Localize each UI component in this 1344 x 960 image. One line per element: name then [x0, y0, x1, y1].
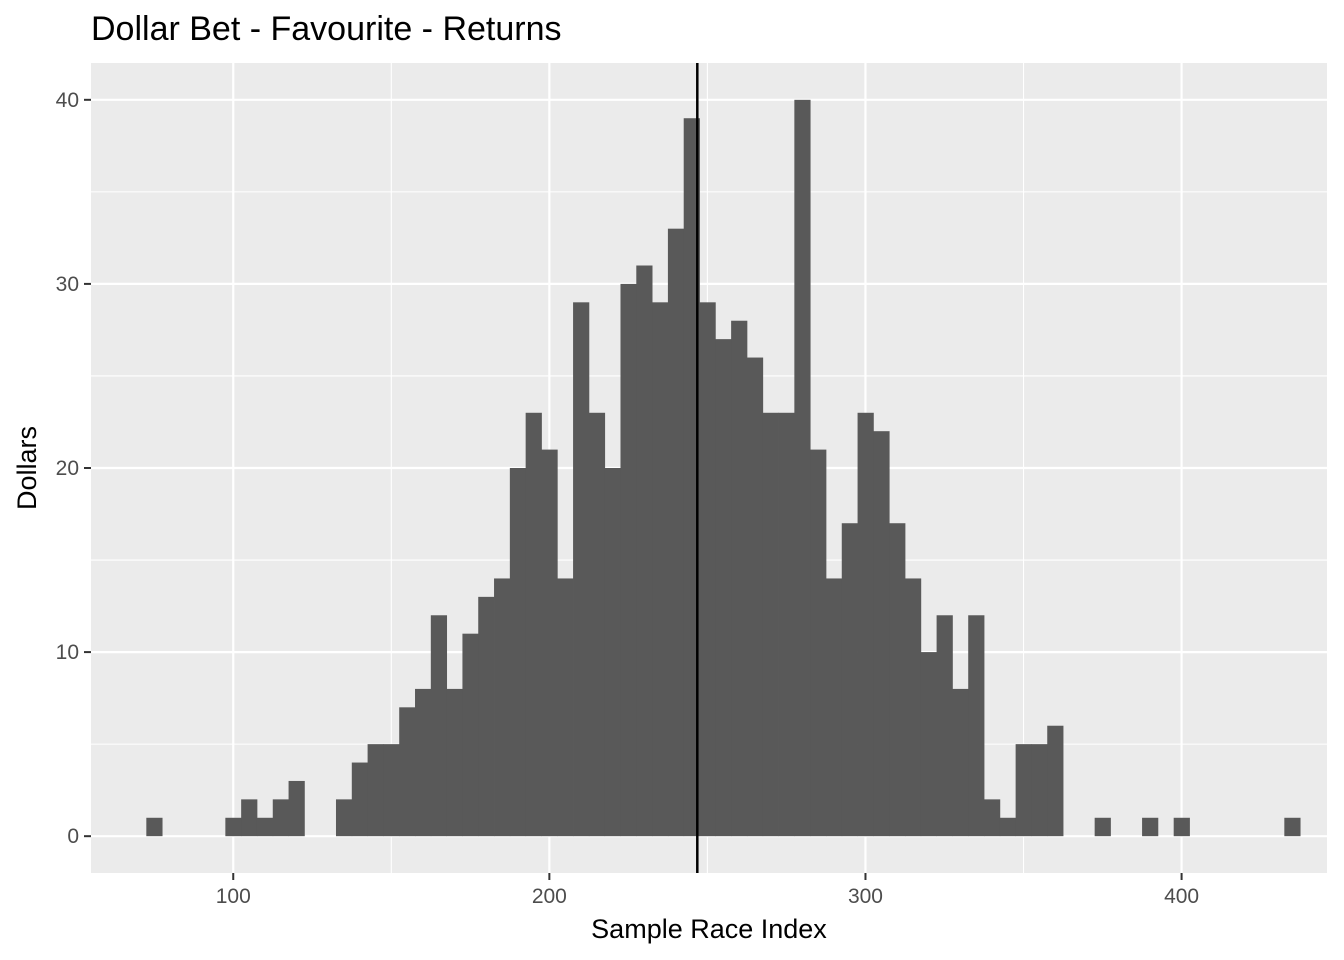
histogram-bar [620, 283, 637, 837]
histogram-bar [825, 578, 843, 837]
x-tick-label: 400 [1164, 885, 1199, 908]
histogram-bar [841, 523, 858, 837]
x-axis: 100 200 300 400 [216, 873, 1199, 908]
histogram-bar [1284, 817, 1301, 837]
histogram-bar [1173, 817, 1190, 837]
chart-title: Dollar Bet - Favourite - Returns [91, 10, 562, 48]
histogram-bar [778, 412, 795, 837]
histogram-bar [1094, 817, 1111, 837]
histogram-bar [952, 688, 969, 837]
histogram-bar [636, 265, 653, 837]
y-tick-label: 30 [56, 273, 79, 296]
histogram-bar [573, 302, 590, 837]
histogram-bar [873, 431, 890, 837]
histogram-bar [351, 762, 368, 837]
histogram-bar [241, 799, 258, 837]
histogram-bar [399, 707, 416, 837]
y-tick-label: 20 [56, 457, 79, 480]
histogram-bar [715, 339, 732, 837]
histogram-bar [794, 99, 811, 837]
histogram-bar [478, 596, 495, 837]
histogram-bar [272, 799, 289, 837]
histogram-bar [494, 578, 511, 837]
histogram-bar [256, 817, 274, 837]
histogram-bar [999, 817, 1017, 837]
y-tick-label: 40 [56, 89, 79, 112]
histogram-bar [462, 633, 479, 837]
histogram-bar [1142, 817, 1159, 837]
histogram-bar [557, 578, 574, 837]
histogram-bar [699, 302, 716, 837]
x-tick-label: 100 [216, 885, 251, 908]
histogram-bar [367, 744, 384, 837]
histogram-bar [936, 615, 953, 837]
y-axis-title: Dollars [12, 426, 42, 510]
histogram-bar [762, 412, 779, 837]
x-tick-label: 300 [848, 885, 883, 908]
histogram-bar [984, 799, 1001, 837]
histogram-bar [810, 449, 827, 837]
histogram-bar [857, 412, 874, 837]
histogram-bar [525, 412, 542, 837]
histogram-bar [667, 228, 685, 837]
histogram-bar [889, 523, 906, 837]
histogram-bar [652, 302, 669, 837]
y-tick-label: 10 [56, 641, 79, 664]
histogram-bar [920, 652, 938, 837]
x-axis-title: Sample Race Index [591, 914, 827, 944]
histogram-bar [904, 578, 922, 837]
y-axis: 0 10 20 30 40 [56, 89, 91, 848]
histogram-bar [541, 449, 558, 837]
x-tick-label: 200 [532, 885, 567, 908]
histogram-bar [604, 468, 621, 837]
histogram-bar [683, 118, 700, 837]
histogram-bars [146, 99, 1301, 837]
histogram-bar [430, 615, 448, 837]
histogram-bar [446, 688, 463, 837]
histogram-bar [383, 744, 400, 837]
histogram-bar [1031, 744, 1048, 837]
histogram-bar [731, 320, 748, 837]
histogram-bar [146, 817, 163, 837]
y-tick-label: 0 [67, 825, 79, 848]
histogram-bar [335, 799, 353, 837]
histogram-bar [1015, 744, 1032, 837]
histogram-bar [509, 468, 527, 837]
histogram-bar [1047, 725, 1064, 837]
histogram-bar [225, 817, 242, 837]
histogram-bar [588, 412, 606, 837]
histogram-bar [415, 688, 432, 837]
histogram-bar [746, 357, 764, 837]
histogram-bar [288, 780, 305, 837]
histogram-bar [968, 615, 985, 837]
